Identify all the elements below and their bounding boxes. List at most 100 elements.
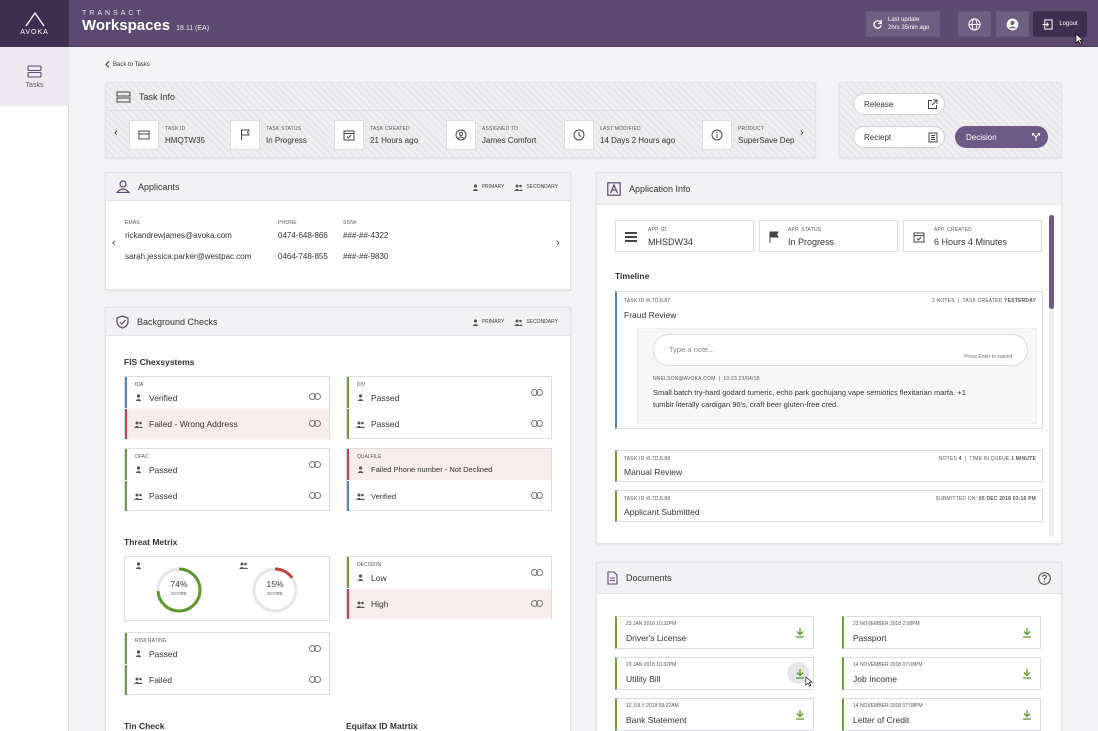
clock-icon	[573, 129, 585, 141]
link-icon[interactable]	[531, 600, 543, 607]
person-icon	[357, 394, 363, 401]
risk-label: RISK RATING	[135, 638, 167, 644]
download-icon[interactable]	[795, 709, 805, 720]
receipt-button[interactable]: Reciept	[853, 126, 945, 148]
decision-button[interactable]: Decision	[955, 126, 1048, 148]
link-icon[interactable]	[531, 568, 543, 576]
task-info-next[interactable]: ›	[800, 127, 804, 139]
documents-panel: Documents 23 JAN 2018 10:32PM Driver's L…	[596, 562, 1062, 731]
note-input[interactable]: Type a note... Press Enter to submit	[653, 334, 1028, 366]
ida-card: IDA Verified Failed - Wrong Address	[124, 376, 330, 439]
download-icon[interactable]	[795, 627, 805, 638]
download-icon[interactable]	[1022, 627, 1032, 638]
people-icon	[239, 562, 248, 569]
people-icon	[514, 184, 524, 191]
scrollbar-thumb[interactable]	[1049, 215, 1054, 309]
applicants-header: Applicants PRIMARY SECONDARY	[106, 173, 570, 201]
task-id-value: HMQTW35	[165, 135, 205, 145]
document-date: 22 NOVEMBER 2018 2:08PM	[853, 621, 920, 627]
task-status-item: Task Status In Progress	[230, 119, 307, 151]
document-item[interactable]: 14 NOVEMBER 2018 07:08PM Job Income	[842, 657, 1041, 690]
background-checks-panel: Background Checks PRIMARY SECONDARY FIS …	[105, 307, 571, 731]
ida-secondary-value: Failed - Wrong Address	[149, 419, 238, 429]
avoka-logo[interactable]: AVOKA	[0, 0, 69, 47]
download-icon[interactable]	[1022, 709, 1032, 720]
task-id-label: Task ID	[165, 125, 186, 132]
decision-secondary-row: High	[347, 589, 551, 619]
profile-button[interactable]	[996, 11, 1029, 37]
card-icon	[138, 130, 150, 140]
risk-primary-value: Passed	[149, 648, 178, 659]
equifax-title: Equifax ID Matrtix	[346, 721, 418, 731]
background-header: Background Checks PRIMARY SECONDARY	[106, 308, 570, 336]
link-icon[interactable]	[309, 392, 321, 400]
ofac-card: OFAC Passed Passed	[124, 448, 330, 511]
applicant-email-1: rickandrewjames@avoka.com	[125, 231, 232, 240]
link-icon[interactable]	[309, 492, 321, 499]
ida-primary-row: IDA Verified	[125, 377, 329, 408]
document-name: Utility Bill	[626, 674, 661, 684]
link-icon[interactable]	[309, 420, 321, 427]
applicants-next[interactable]: ›	[556, 237, 560, 249]
timeline-item-fraud-review[interactable]: TASK ID #LTDJL87 2 NOTES | TASK CREATED …	[615, 291, 1043, 429]
app-id-value: MHSDW34	[648, 237, 694, 247]
split-arrows-icon	[1032, 133, 1040, 141]
timeline-item-applicant-submitted[interactable]: TASK ID #LTDJL88 SUBMITTED ON: 05 DEC 20…	[615, 490, 1043, 522]
product-value: SuperSave Dep	[738, 135, 795, 145]
flag-icon	[769, 231, 779, 243]
document-item[interactable]: 14 NOVEMBER 2018 07:08PM Letter of Credi…	[842, 698, 1041, 731]
help-icon[interactable]	[1038, 572, 1051, 585]
product-small-label: TRANSACT	[82, 10, 144, 17]
ofac-label: OFAC	[135, 454, 149, 460]
task-card-icon	[116, 91, 131, 102]
logout-button[interactable]: Logout	[1033, 11, 1087, 37]
idv-primary-value: Passed	[371, 392, 400, 403]
applicant-phone-1: 0474-648-866	[278, 231, 328, 240]
link-icon[interactable]	[531, 420, 543, 427]
calendar-icon	[343, 130, 355, 141]
language-button[interactable]	[958, 11, 991, 37]
score-card: 74% SCORE 15% SCORE	[124, 556, 330, 621]
link-icon[interactable]	[309, 460, 321, 468]
tl3-name: Applicant Submitted	[624, 507, 700, 517]
task-info-prev[interactable]: ‹	[114, 127, 118, 139]
decision-primary-value: Low	[371, 572, 387, 583]
applicants-legend: PRIMARY SECONDARY	[472, 173, 558, 201]
link-icon[interactable]	[531, 492, 543, 499]
applicants-prev[interactable]: ‹	[112, 237, 116, 249]
download-icon[interactable]	[1022, 668, 1032, 679]
person-icon	[135, 466, 141, 473]
sidebar-item-tasks[interactable]: Tasks	[0, 47, 69, 106]
tl3-submitted-label: SUBMITTED ON:	[935, 496, 978, 502]
document-date: 12 JULY 2018 09:22AM	[626, 703, 679, 709]
idv-label: IDV	[357, 382, 366, 388]
document-item[interactable]: 22 NOVEMBER 2018 2:08PM Passport	[842, 616, 1041, 649]
applicant-ssn-2: ###-##-9830	[343, 252, 389, 261]
note-time: 10:23 23/04/18	[723, 376, 760, 382]
document-item[interactable]: 23 JAN 2018 10:32PM Driver's License	[615, 616, 814, 649]
document-item[interactable]: 12 JULY 2018 09:22AM Bank Statement	[615, 698, 814, 731]
logout-label: Logout	[1059, 21, 1078, 27]
timeline-item-manual-review[interactable]: TASK ID #LTDJL88 NOTES 4 | TIME IN QUEUE…	[615, 450, 1043, 482]
product-item: Product SuperSave Dep	[702, 119, 794, 151]
back-to-tasks-link[interactable]: Back to Tasks	[105, 61, 150, 68]
release-label: Release	[864, 99, 894, 109]
last-update-button[interactable]: Last update 2hrs 35min ago	[866, 11, 940, 37]
user-circle-icon	[455, 129, 467, 141]
task-id-item: Task ID HMQTW35	[129, 119, 205, 151]
tl2-task-id: TASK ID #LTDJL88	[624, 456, 671, 462]
document-name: Job Income	[853, 674, 897, 684]
app-id-label: APP. ID	[648, 227, 667, 233]
logo-mark-icon	[24, 11, 45, 27]
document-item[interactable]: 23 JAN 2018 10:32PM Utility Bill	[615, 657, 814, 690]
link-icon[interactable]	[309, 676, 321, 683]
release-button[interactable]: Release	[853, 93, 945, 115]
decision-card: DECISION Low High	[346, 556, 552, 619]
decision-label: Decision	[966, 132, 997, 142]
download-icon[interactable]	[795, 668, 805, 679]
last-modified-item: Last Modified 14 Days 2 Hours ago	[564, 119, 675, 151]
scrollbar-track[interactable]	[1049, 215, 1054, 537]
document-name: Passport	[853, 633, 887, 643]
link-icon[interactable]	[531, 388, 543, 396]
link-icon[interactable]	[309, 644, 321, 652]
